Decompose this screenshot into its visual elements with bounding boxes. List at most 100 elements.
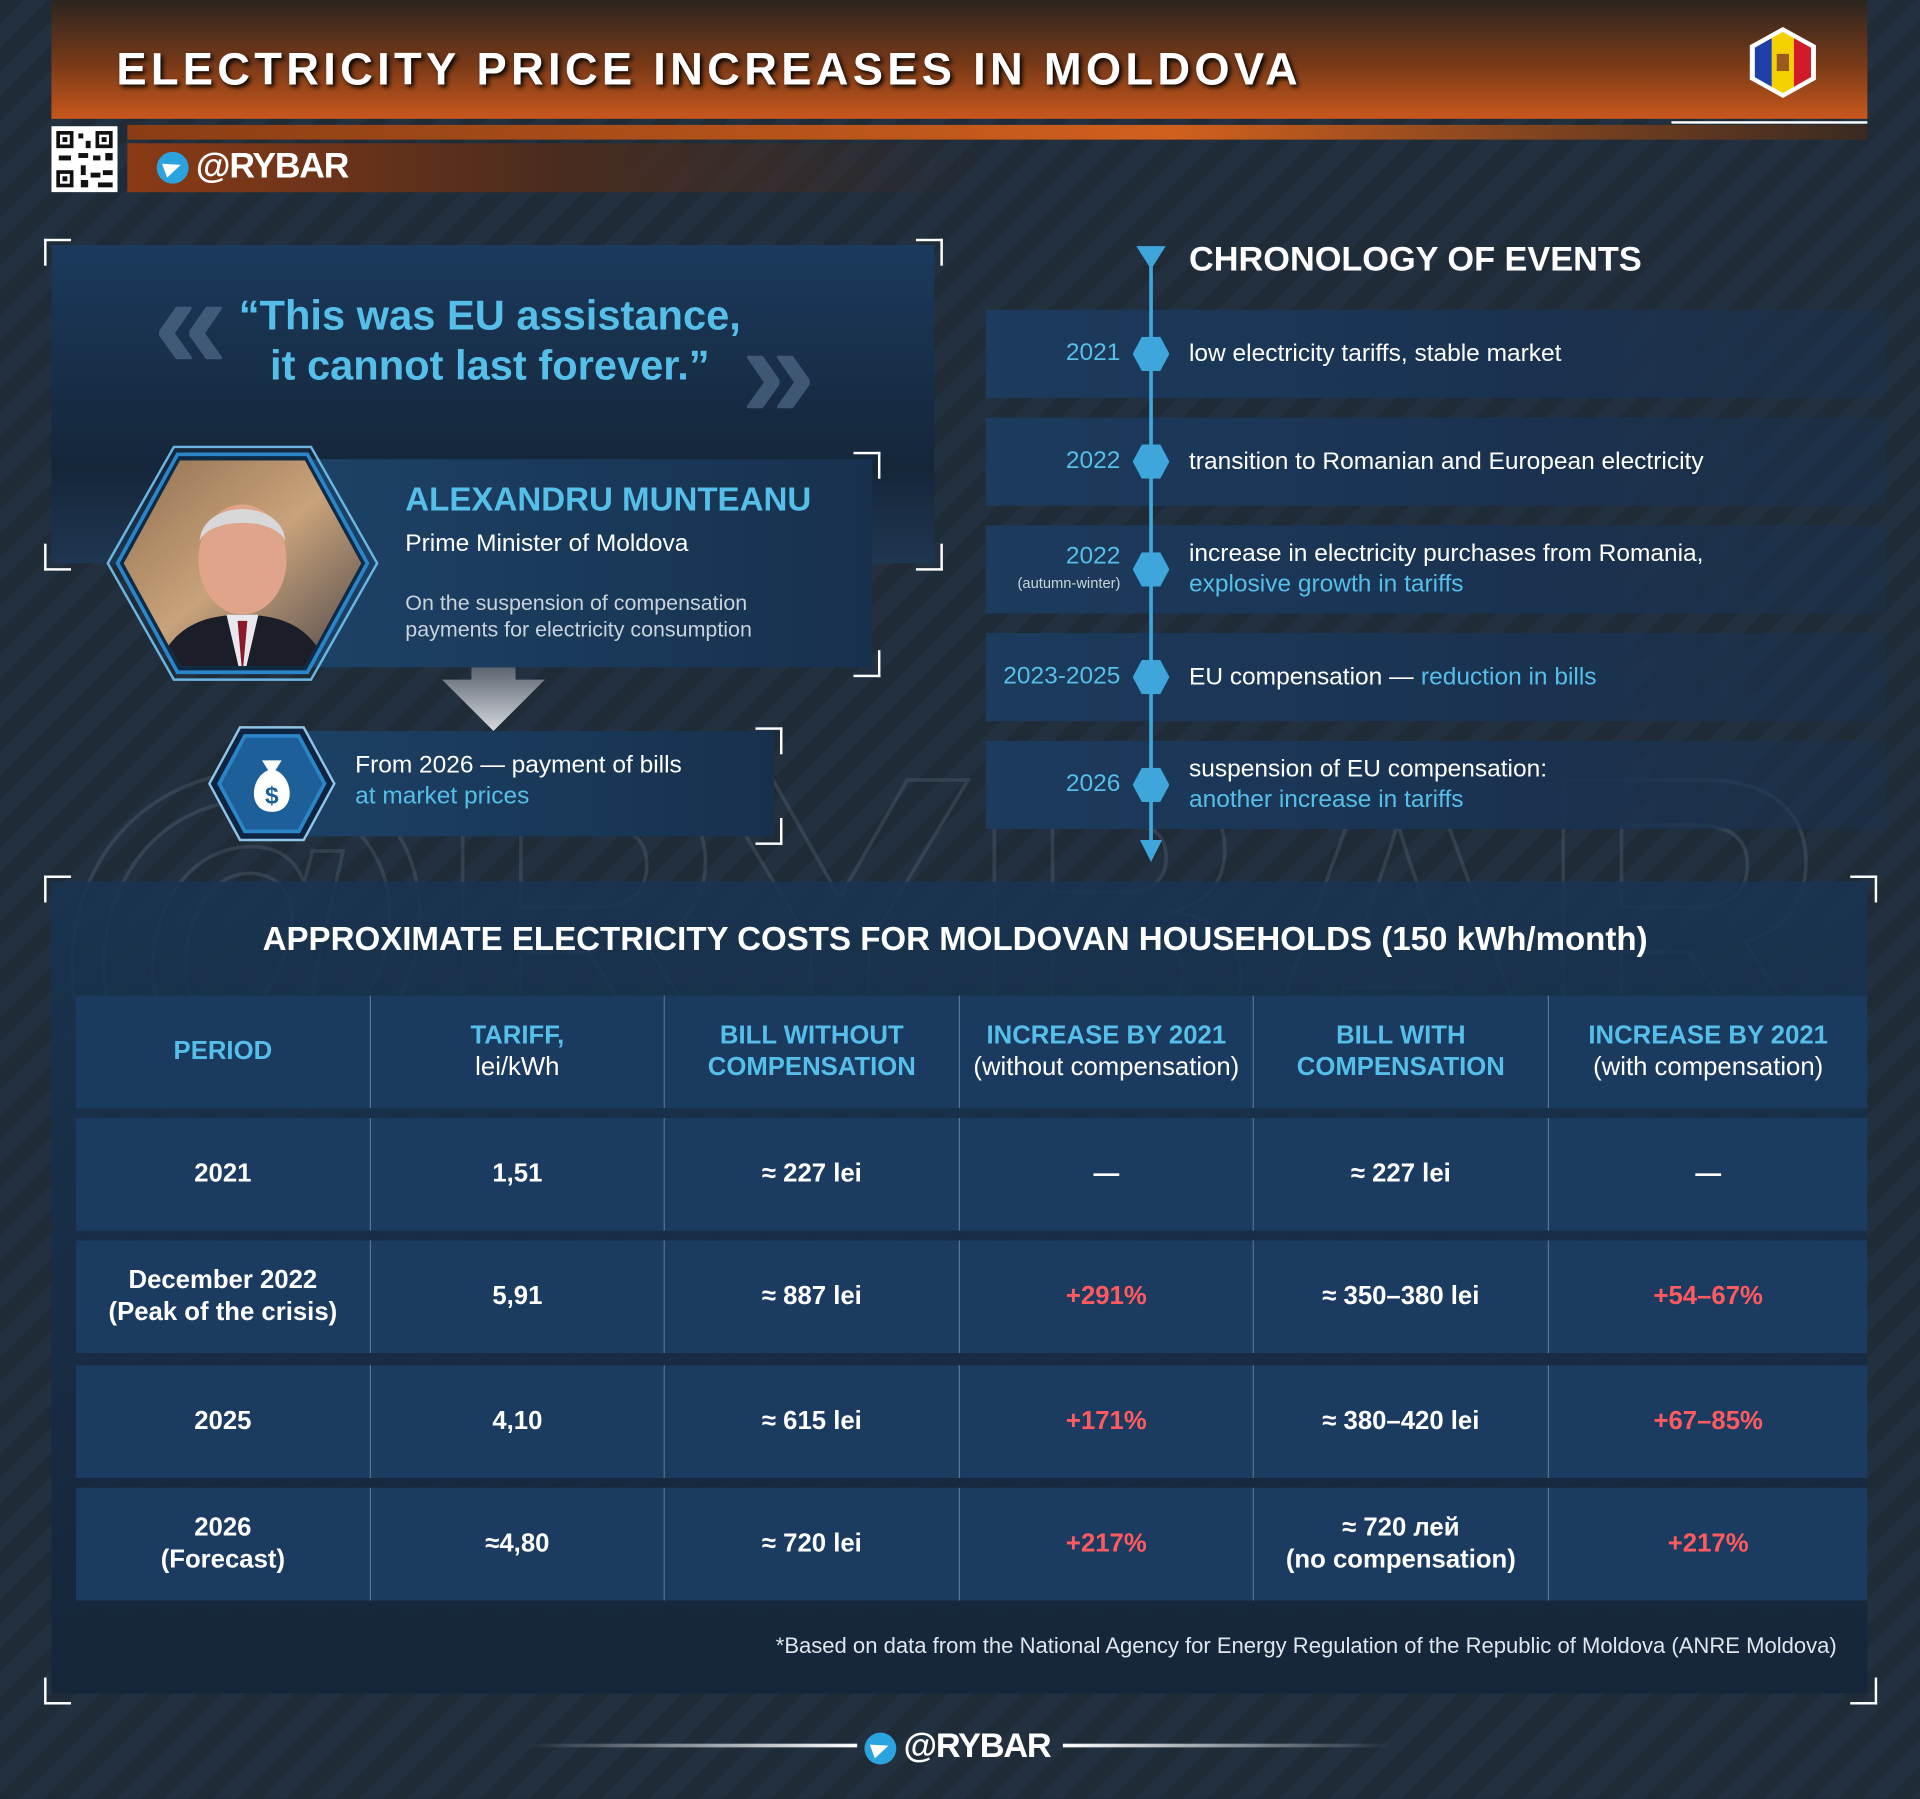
header-cell: TARIFF, lei/kWh — [371, 995, 665, 1109]
table-cell: December 2022 (Peak of the crisis) — [75, 1240, 372, 1354]
quote: “This was EU assistance, it cannot last … — [238, 292, 741, 390]
chronology-title: CHRONOLOGY OF EVENTS — [1188, 240, 1642, 278]
table-cell: +67–85% — [1548, 1365, 1868, 1478]
table-cell: ≈ 227 lei — [1253, 1117, 1549, 1231]
cell-text: +291% — [1065, 1282, 1147, 1311]
header-cell: BILL WITHOUT COMPENSATION — [664, 995, 961, 1109]
brand-text: @RYBAR — [195, 146, 349, 187]
header-title: INCREASE BY 2021 — [1588, 1021, 1828, 1050]
title: ELECTRICITY PRICE INCREASES IN MOLDOVA — [116, 44, 1303, 95]
cell-text: ≈ 380–420 lei — [1322, 1406, 1480, 1436]
event-note: (autumn-winter) — [1017, 574, 1121, 592]
table-cell: +217% — [960, 1487, 1254, 1601]
cell-text: — — [1093, 1159, 1120, 1188]
cell-text: 2025 — [194, 1406, 252, 1436]
cell-text: 5,91 — [492, 1282, 543, 1311]
event-main: suspension of EU compensation: — [1188, 755, 1548, 783]
cell-text: 4,10 — [492, 1406, 543, 1436]
flag — [1749, 26, 1816, 98]
outcome-box — [281, 731, 774, 837]
person-description: On the suspension of compensation paymen… — [405, 590, 752, 642]
table-cell: ≈ 720 лей (no compensation) — [1253, 1487, 1549, 1601]
event-text: EU compensation — reduction in bills — [1189, 662, 1875, 693]
outcome-highlight: at market prices — [355, 782, 530, 810]
corner — [44, 875, 72, 903]
event-text: suspension of EU compensation: another in… — [1189, 754, 1875, 815]
header-cell: INCREASE BY 2021 (with compensation) — [1548, 995, 1868, 1109]
person-card — [312, 459, 872, 668]
corner — [44, 543, 72, 571]
portrait — [106, 445, 379, 681]
corner — [44, 1677, 72, 1705]
footer-line — [526, 1743, 858, 1748]
corner — [853, 451, 881, 479]
header-strip — [127, 124, 1868, 140]
corner — [1850, 1677, 1878, 1705]
event-text: transition to Romanian and European elec… — [1189, 446, 1875, 477]
table-cell: ≈ 350–380 lei — [1253, 1240, 1549, 1354]
table-cell: +171% — [960, 1365, 1254, 1478]
qr-code — [51, 126, 118, 193]
event-row: 2022 (autumn-winter) increase in electrici… — [985, 525, 1886, 614]
corner — [1850, 875, 1878, 903]
event-main: increase in electricity purchases from R… — [1188, 540, 1704, 567]
cell-text: 1,51 — [492, 1159, 543, 1188]
event-row: 2026 suspension of EU compensation: anothe… — [985, 740, 1886, 829]
cell-text: ≈ 720 lei — [761, 1529, 862, 1558]
footnote: *Based on data from the National Agency … — [775, 1633, 1837, 1658]
cell-text: ≈ 615 lei — [761, 1406, 862, 1436]
event-year: 2021 — [1065, 339, 1121, 367]
event-row: 2023-2025 EU compensation — reduction in b… — [985, 633, 1886, 722]
table-cell: +217% — [1548, 1487, 1868, 1601]
header-sub: (without compensation) — [973, 1053, 1240, 1082]
header-cell: PERIOD — [75, 995, 372, 1109]
table-cell: ≈ 720 lei — [664, 1487, 961, 1601]
corner — [915, 238, 943, 266]
table-cell: ≈4,80 — [371, 1487, 665, 1601]
table-cell: 2021 — [75, 1117, 372, 1231]
table-cell: +291% — [960, 1240, 1254, 1354]
svg-text:$: $ — [265, 782, 279, 809]
cell-text: ≈ 720 лей (no compensation) — [1285, 1513, 1516, 1574]
event-year: 2023-2025 — [1003, 662, 1121, 690]
outcome-main: From 2026 — payment of bills — [355, 751, 682, 779]
cell-text: ≈4,80 — [485, 1529, 550, 1558]
line — [1671, 121, 1868, 124]
brand-bar — [127, 143, 985, 193]
table-cell: 2025 — [75, 1365, 372, 1478]
cell-text: ≈ 350–380 lei — [1322, 1282, 1480, 1311]
event-highlight: another increase in tariffs — [1188, 786, 1464, 814]
table-cell: — — [960, 1117, 1254, 1231]
telegram-icon — [156, 152, 189, 185]
event-year: 2022 — [1065, 542, 1121, 570]
table-title: APPROXIMATE ELECTRICITY COSTS FOR MOLDOV… — [262, 920, 1648, 958]
table-cell: — — [1548, 1117, 1868, 1231]
timeline-marker — [1132, 552, 1170, 587]
header-sub: (with compensation) — [1593, 1053, 1824, 1082]
header-title: INCREASE BY 2021 — [986, 1021, 1227, 1050]
telegram-icon — [864, 1732, 897, 1765]
outcome-text: From 2026 — payment of bills at market pr… — [355, 751, 682, 812]
cell-text: +171% — [1065, 1406, 1147, 1436]
corner — [915, 543, 943, 571]
cell-text: ≈ 227 lei — [1350, 1159, 1451, 1188]
corner — [755, 727, 783, 755]
header-title: TARIFF, — [470, 1021, 565, 1050]
quote-mark-decoration: » — [740, 296, 816, 447]
event-highlight: explosive growth in tariffs — [1188, 570, 1464, 598]
table-cell: ≈ 227 lei — [664, 1117, 961, 1231]
cell-text: +67–85% — [1653, 1406, 1763, 1436]
event-text: low electricity tariffs, stable market — [1189, 339, 1875, 370]
event-row: 2021 low electricity tariffs, stable mark… — [985, 309, 1886, 398]
corner — [755, 817, 783, 845]
cell-text: ≈ 227 lei — [761, 1159, 862, 1188]
event-row: 2022 transition to Romanian and European … — [985, 417, 1886, 506]
table-cell: ≈ 380–420 lei — [1253, 1365, 1549, 1478]
table-cell: 4,10 — [371, 1365, 665, 1478]
corner — [853, 650, 881, 678]
table-cell: 1,51 — [371, 1117, 665, 1231]
table-cell: 2026 (Forecast) — [75, 1487, 372, 1601]
cell-text: 2021 — [194, 1159, 252, 1188]
brand: @RYBAR — [156, 146, 349, 187]
money-icon: $ — [207, 726, 336, 842]
